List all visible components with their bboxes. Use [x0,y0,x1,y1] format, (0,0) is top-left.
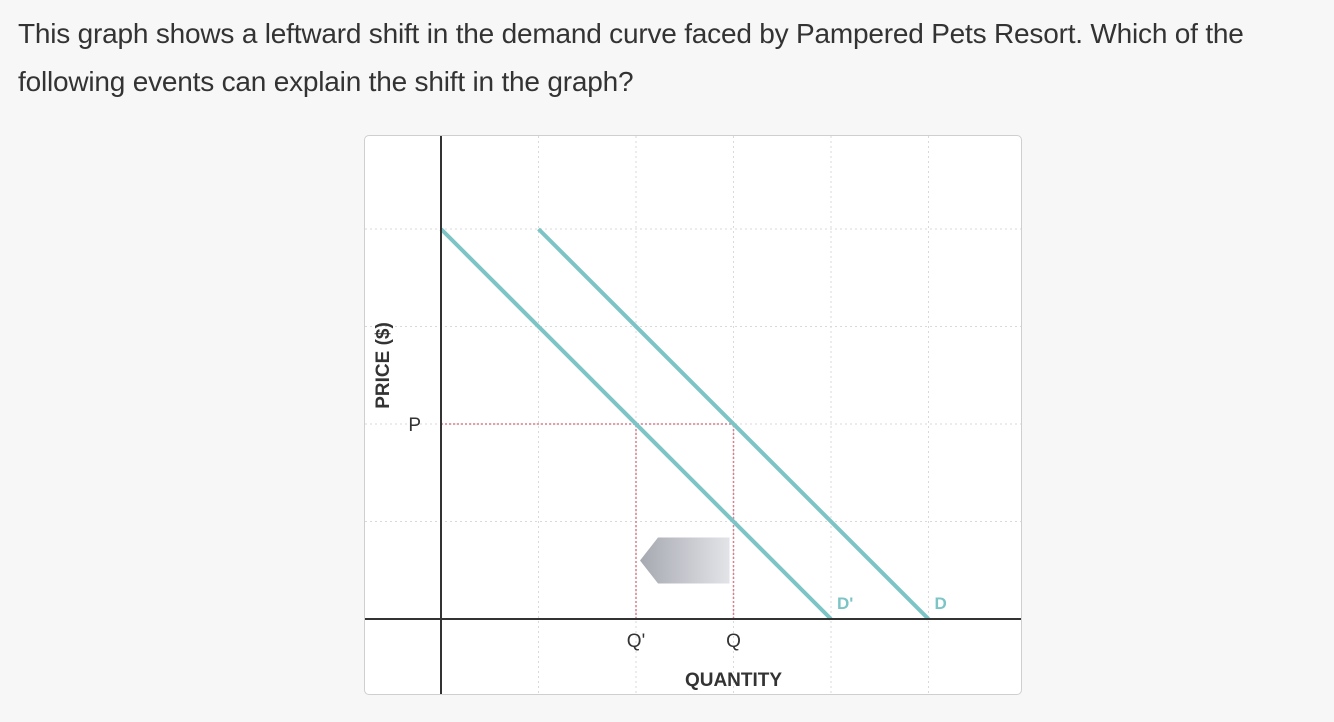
x-tick-label: Q' [627,631,645,652]
shift-arrow [640,537,730,584]
y-axis-title: PRICE ($) [373,322,394,409]
curve-label-d: D [935,594,947,613]
demand-curve-d-prime [439,227,833,621]
demand-curve-d [537,227,930,621]
x-tick-label: Q [726,631,741,652]
demand-curves [439,227,930,621]
question-text: This graph shows a leftward shift in the… [18,18,1244,97]
y-tick-label: P [408,415,421,436]
curve-label-d-prime: D' [837,594,853,613]
left-shift-arrow [640,537,730,584]
chart-labels: D D' Q' Q P QUANTITY PRICE ($) [373,322,947,691]
chart-canvas: D D' Q' Q P QUANTITY PRICE ($) [365,136,1021,694]
reference-lines [441,423,735,619]
axes [365,136,1021,694]
x-axis-title: QUANTITY [685,670,782,691]
demand-shift-chart: D D' Q' Q P QUANTITY PRICE ($) [364,135,1022,695]
